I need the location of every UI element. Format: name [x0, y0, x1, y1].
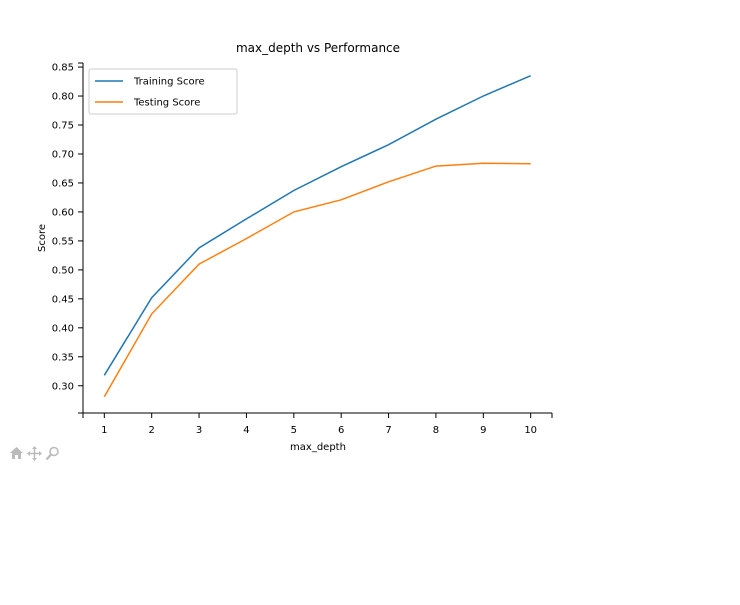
y-tick-label: 0.45 — [52, 294, 74, 305]
y-tick-label: 0.85 — [52, 63, 74, 74]
y-tick-label: 0.65 — [52, 178, 74, 189]
zoom-button[interactable] — [44, 444, 60, 462]
x-tick-label: 2 — [149, 425, 155, 436]
legend-box — [88, 68, 238, 115]
x-tick-label: 3 — [196, 425, 202, 436]
y-tick-label: 0.50 — [52, 265, 74, 276]
plot-toolbar — [8, 444, 60, 462]
x-tick-label: 5 — [291, 425, 297, 436]
series-line-training — [103, 75, 531, 376]
home-button[interactable] — [8, 444, 24, 462]
y-tick-label: 0.55 — [52, 236, 74, 247]
x-tick-label: 9 — [480, 425, 486, 436]
legend-label: Testing Score — [133, 98, 200, 109]
y-axis-label: Score — [37, 224, 48, 252]
magnifier-icon — [45, 446, 59, 460]
y-tick-label: 0.80 — [52, 92, 74, 103]
y-tick-label: 0.30 — [52, 381, 74, 392]
x-tick-label: 1 — [101, 425, 107, 436]
x-tick-label: 10 — [524, 425, 537, 436]
x-tick-label: 4 — [243, 425, 249, 436]
axes: 0.30 0.35 0.40 0.45 0.50 0.55 0.60 0.65 0.70 0.75… — [52, 62, 553, 436]
chart-title: max_depth vs Performance — [236, 41, 400, 55]
x-tick-label: 7 — [385, 425, 391, 436]
y-tick-label: 0.60 — [52, 207, 74, 218]
move-icon — [26, 445, 42, 461]
home-icon — [9, 447, 23, 459]
y-tick-label: 0.70 — [52, 149, 74, 160]
legend: Training Score Testing Score — [88, 68, 238, 115]
y-tick-label: 0.40 — [52, 323, 74, 334]
series-line-testing — [103, 162, 531, 398]
x-axis-label: max_depth — [290, 442, 346, 453]
legend-label: Training Score — [133, 77, 205, 88]
x-tick-label: 6 — [338, 425, 344, 436]
pan-button[interactable] — [26, 444, 42, 462]
y-tick-label: 0.35 — [52, 352, 74, 363]
y-tick-label: 0.75 — [52, 121, 74, 132]
series-layer — [103, 75, 531, 398]
x-tick-label: 8 — [433, 425, 439, 436]
